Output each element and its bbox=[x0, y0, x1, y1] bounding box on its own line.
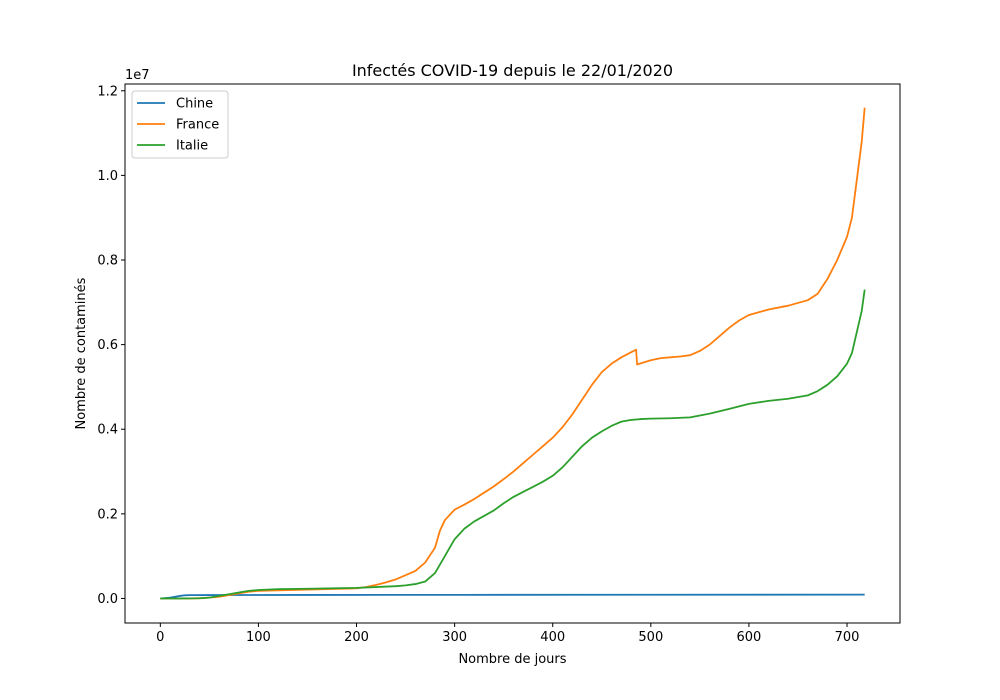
series-line-chine bbox=[160, 593, 865, 600]
y-tick-label: 0.0 bbox=[97, 592, 118, 607]
chart-title: Infectés COVID-19 depuis le 22/01/2020 bbox=[352, 61, 673, 80]
y-tick-label: 0.4 bbox=[97, 423, 118, 438]
x-tick-label: 400 bbox=[540, 630, 565, 645]
y-tick-label: 0.6 bbox=[97, 338, 118, 353]
x-tick-label: 600 bbox=[737, 630, 762, 645]
y-axis: 0.0 0.2 0.4 0.6 0.8 1.0 1.2 bbox=[97, 84, 125, 607]
y-tick-label: 0.2 bbox=[97, 507, 118, 522]
legend-label-chine: Chine bbox=[176, 97, 213, 112]
plot-lines bbox=[160, 107, 866, 600]
legend: Chine France Italie bbox=[131, 90, 229, 159]
series-line-italie bbox=[160, 289, 866, 600]
y-tick-label: 0.8 bbox=[97, 254, 118, 269]
series-line-france bbox=[160, 107, 866, 600]
x-tick-label: 200 bbox=[344, 630, 369, 645]
y-tick-label: 1.2 bbox=[97, 84, 118, 99]
legend-box bbox=[131, 90, 229, 159]
y-axis-label: Nombre de contaminés bbox=[74, 277, 89, 429]
x-tick-label: 100 bbox=[246, 630, 271, 645]
x-axis: 0 100 200 300 400 500 600 700 bbox=[156, 623, 859, 645]
x-tick-label: 700 bbox=[835, 630, 860, 645]
x-tick-label: 0 bbox=[156, 630, 164, 645]
x-tick-label: 300 bbox=[442, 630, 467, 645]
x-tick-label: 500 bbox=[638, 630, 663, 645]
legend-label-france: France bbox=[176, 118, 219, 133]
plot-frame bbox=[124, 83, 901, 624]
legend-label-italie: Italie bbox=[176, 139, 208, 154]
y-tick-label: 1.0 bbox=[97, 169, 118, 184]
y-offset-label: 1e7 bbox=[125, 68, 150, 83]
x-axis-label: Nombre de jours bbox=[458, 652, 566, 667]
